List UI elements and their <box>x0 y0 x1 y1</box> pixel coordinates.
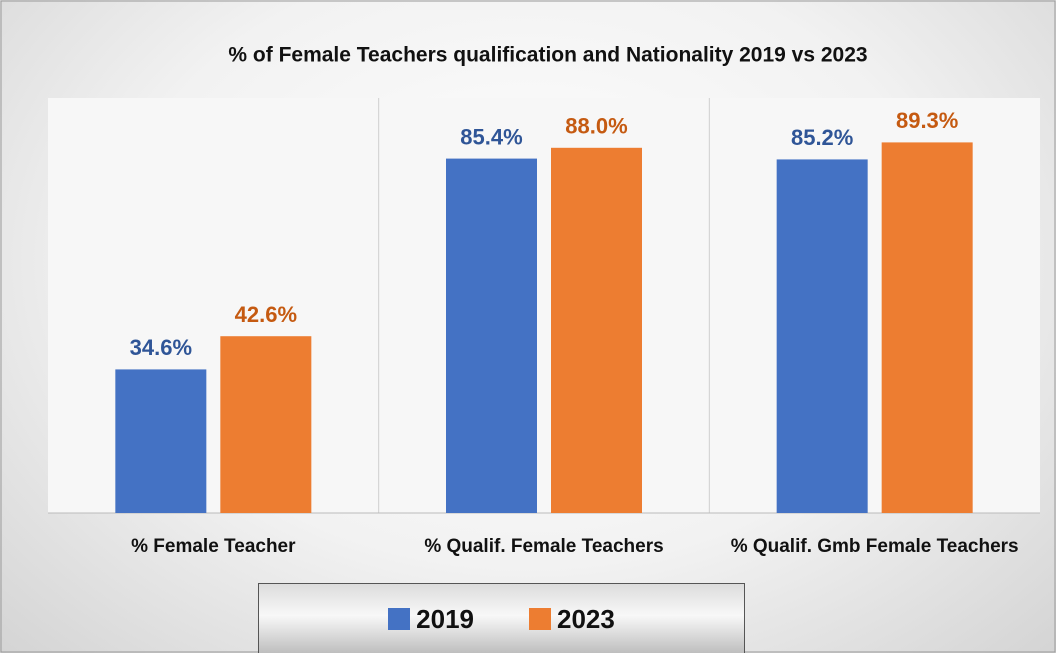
chart-title: % of Female Teachers qualification and N… <box>228 44 867 67</box>
data-label: 89.3% <box>896 108 958 133</box>
data-label: 42.6% <box>235 302 297 327</box>
legend-label: 2019 <box>416 603 474 634</box>
data-label: 85.2% <box>791 125 853 150</box>
legend-item: 2023 <box>529 604 615 635</box>
data-label: 34.6% <box>130 335 192 360</box>
bar <box>115 369 207 513</box>
legend-item: 2019 <box>388 604 474 635</box>
x-tick-label: % Female Teacher <box>131 536 296 557</box>
bar <box>551 147 642 514</box>
data-label: 88.0% <box>565 114 627 139</box>
x-tick-label: % Qualif. Gmb Female Teachers <box>730 536 1019 557</box>
bar <box>220 336 312 513</box>
legend: 2019 2023 <box>258 583 745 653</box>
x-tick-label: % Qualif. Female Teachers <box>424 536 664 557</box>
bar <box>881 142 973 513</box>
legend-label: 2023 <box>557 603 615 634</box>
bar <box>446 158 537 513</box>
legend-swatch <box>529 608 551 630</box>
bar <box>776 159 868 514</box>
data-label: 85.4% <box>460 124 522 149</box>
plot-area <box>48 98 1040 513</box>
legend-swatch <box>388 608 411 630</box>
